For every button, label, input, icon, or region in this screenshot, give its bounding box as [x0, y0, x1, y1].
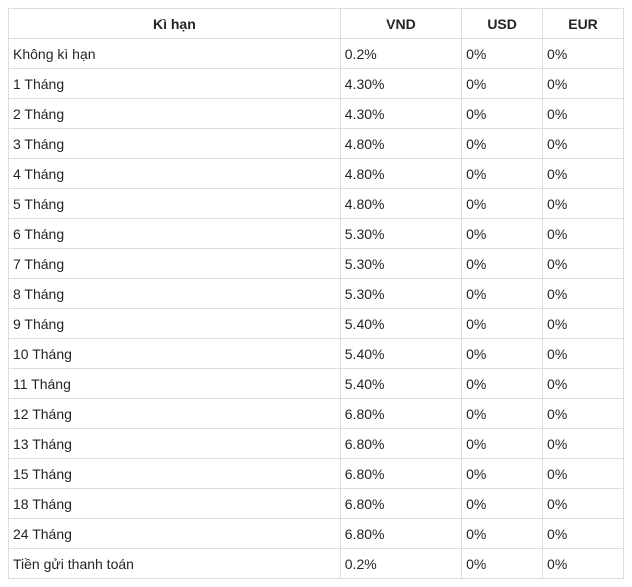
table-cell: 0%	[543, 159, 624, 189]
table-cell: 7 Tháng	[9, 249, 341, 279]
table-cell: 0%	[462, 339, 543, 369]
table-cell: 0%	[462, 429, 543, 459]
table-cell: 9 Tháng	[9, 309, 341, 339]
table-cell: Không kì hạn	[9, 39, 341, 69]
header-vnd: VND	[340, 9, 461, 39]
table-cell: 1 Tháng	[9, 69, 341, 99]
table-row: 7 Tháng5.30%0%0%	[9, 249, 624, 279]
table-row: 1 Tháng4.30%0%0%	[9, 69, 624, 99]
table-cell: 0%	[543, 339, 624, 369]
table-cell: 15 Tháng	[9, 459, 341, 489]
table-row: 3 Tháng4.80%0%0%	[9, 129, 624, 159]
table-cell: 0%	[462, 129, 543, 159]
table-cell: 5.30%	[340, 279, 461, 309]
table-cell: 0%	[543, 399, 624, 429]
table-cell: 5.30%	[340, 219, 461, 249]
table-cell: 0%	[462, 459, 543, 489]
table-cell: 4 Tháng	[9, 159, 341, 189]
table-cell: 6.80%	[340, 429, 461, 459]
table-cell: 4.80%	[340, 159, 461, 189]
table-cell: 0%	[543, 249, 624, 279]
table-cell: 0%	[462, 519, 543, 549]
table-cell: 0%	[543, 429, 624, 459]
header-eur: EUR	[543, 9, 624, 39]
table-cell: 0%	[543, 519, 624, 549]
table-cell: 2 Tháng	[9, 99, 341, 129]
table-row: 15 Tháng6.80%0%0%	[9, 459, 624, 489]
table-row: 8 Tháng5.30%0%0%	[9, 279, 624, 309]
table-cell: 0.2%	[340, 39, 461, 69]
table-cell: 5.40%	[340, 309, 461, 339]
table-row: 9 Tháng5.40%0%0%	[9, 309, 624, 339]
table-cell: 5.40%	[340, 369, 461, 399]
table-cell: 11 Tháng	[9, 369, 341, 399]
table-header: Kì hạn VND USD EUR	[9, 9, 624, 39]
table-cell: 5 Tháng	[9, 189, 341, 219]
header-row: Kì hạn VND USD EUR	[9, 9, 624, 39]
table-cell: 0%	[543, 459, 624, 489]
table-cell: 0%	[462, 189, 543, 219]
table-row: Tiền gửi thanh toán0.2%0%0%	[9, 549, 624, 579]
table-cell: 0%	[543, 549, 624, 579]
table-cell: 0%	[462, 99, 543, 129]
table-cell: 6.80%	[340, 399, 461, 429]
table-cell: 0%	[543, 69, 624, 99]
table-row: 11 Tháng5.40%0%0%	[9, 369, 624, 399]
table-cell: 8 Tháng	[9, 279, 341, 309]
table-cell: 0%	[462, 309, 543, 339]
table-cell: 0%	[543, 309, 624, 339]
table-cell: 4.30%	[340, 69, 461, 99]
table-cell: 0%	[462, 219, 543, 249]
table-cell: 3 Tháng	[9, 129, 341, 159]
table-row: 24 Tháng6.80%0%0%	[9, 519, 624, 549]
table-cell: 0%	[543, 99, 624, 129]
table-cell: 0%	[543, 39, 624, 69]
table-cell: 0%	[543, 489, 624, 519]
table-row: 6 Tháng5.30%0%0%	[9, 219, 624, 249]
table-cell: 5.30%	[340, 249, 461, 279]
header-usd: USD	[462, 9, 543, 39]
table-cell: 6.80%	[340, 489, 461, 519]
table-row: 13 Tháng6.80%0%0%	[9, 429, 624, 459]
table-cell: Tiền gửi thanh toán	[9, 549, 341, 579]
table-cell: 0%	[543, 369, 624, 399]
table-cell: 24 Tháng	[9, 519, 341, 549]
table-cell: 0%	[543, 219, 624, 249]
table-row: 18 Tháng6.80%0%0%	[9, 489, 624, 519]
table-row: 10 Tháng5.40%0%0%	[9, 339, 624, 369]
table-cell: 0%	[462, 69, 543, 99]
table-row: 2 Tháng4.30%0%0%	[9, 99, 624, 129]
table-cell: 10 Tháng	[9, 339, 341, 369]
table-cell: 0%	[462, 159, 543, 189]
table-row: 12 Tháng6.80%0%0%	[9, 399, 624, 429]
table-row: Không kì hạn0.2%0%0%	[9, 39, 624, 69]
table-cell: 6 Tháng	[9, 219, 341, 249]
table-cell: 0%	[543, 129, 624, 159]
table-cell: 0%	[462, 279, 543, 309]
table-cell: 6.80%	[340, 519, 461, 549]
table-cell: 12 Tháng	[9, 399, 341, 429]
table-cell: 0%	[543, 279, 624, 309]
table-body: Không kì hạn0.2%0%0%1 Tháng4.30%0%0%2 Th…	[9, 39, 624, 579]
header-term: Kì hạn	[9, 9, 341, 39]
interest-rate-table: Kì hạn VND USD EUR Không kì hạn0.2%0%0%1…	[8, 8, 624, 579]
table-cell: 0.2%	[340, 549, 461, 579]
table-cell: 0%	[462, 399, 543, 429]
table-cell: 0%	[462, 489, 543, 519]
table-cell: 4.30%	[340, 99, 461, 129]
table-cell: 4.80%	[340, 189, 461, 219]
table-cell: 18 Tháng	[9, 489, 341, 519]
table-cell: 0%	[462, 369, 543, 399]
table-cell: 5.40%	[340, 339, 461, 369]
table-row: 5 Tháng4.80%0%0%	[9, 189, 624, 219]
table-cell: 0%	[462, 549, 543, 579]
table-cell: 0%	[462, 39, 543, 69]
table-row: 4 Tháng4.80%0%0%	[9, 159, 624, 189]
table-cell: 4.80%	[340, 129, 461, 159]
table-cell: 13 Tháng	[9, 429, 341, 459]
table-cell: 6.80%	[340, 459, 461, 489]
table-cell: 0%	[543, 189, 624, 219]
table-cell: 0%	[462, 249, 543, 279]
